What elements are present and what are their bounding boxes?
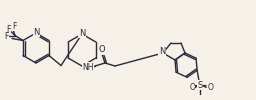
Text: O: O [207, 83, 213, 92]
Text: N: N [159, 48, 165, 56]
Text: N: N [33, 28, 40, 37]
Text: F: F [4, 32, 8, 41]
Text: O: O [99, 46, 105, 54]
Text: S: S [197, 81, 203, 90]
Text: NH: NH [82, 62, 94, 72]
Text: N: N [79, 28, 85, 38]
Text: O: O [189, 83, 195, 92]
Text: F: F [6, 25, 10, 34]
Text: F: F [12, 22, 16, 31]
